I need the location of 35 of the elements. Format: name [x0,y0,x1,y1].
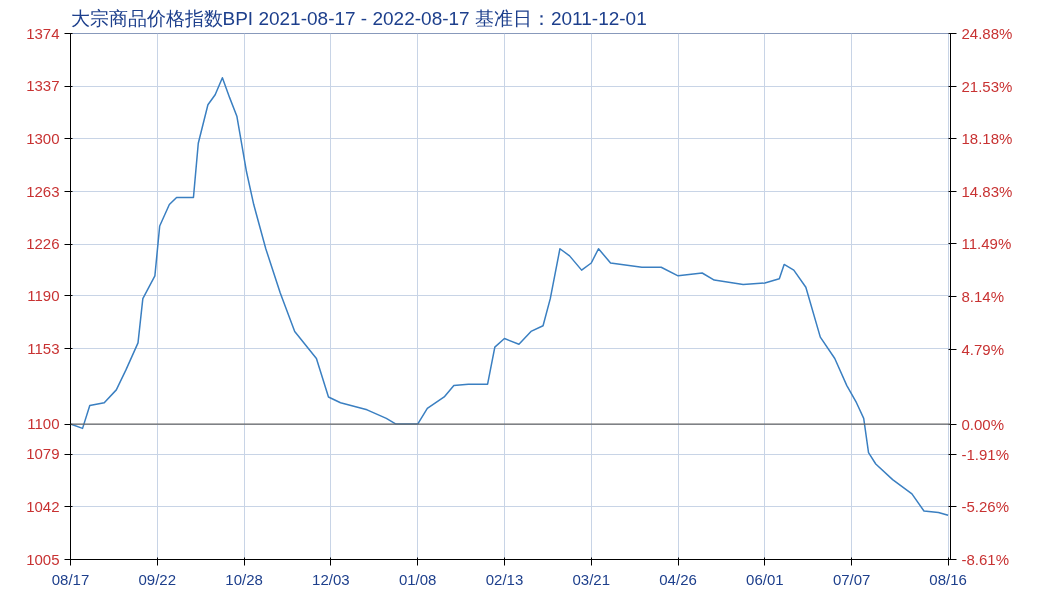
y2-tick-label: 11.49% [961,235,1012,253]
x-tick-label: 12/03 [312,570,350,588]
x-tick-label: 03/21 [572,570,611,588]
x-tick-label: 01/08 [398,570,437,588]
y-tick-label: 1226 [26,235,60,253]
y-tick-label: 1337 [26,77,60,95]
y-tick-label: 1263 [26,182,60,200]
y2-tick-label: -1.91% [961,445,1010,463]
chart-title: 大宗商品价格指数BPI 2021-08-17 - 2022-08-17 基准日：2011-12-01 [70,7,647,29]
y-tick-label: 1190 [27,286,60,304]
y-tick-label: 1005 [26,550,60,568]
y2-tick-label: -8.61% [961,551,1010,568]
y-tick-label: 1042 [26,497,60,515]
y-tick-label: 1100 [27,415,60,433]
x-tick-label: 09/22 [138,570,177,588]
x-tick-label: 06/01 [746,570,784,588]
x-tick-label: 10/28 [225,570,263,588]
y2-tick-label: 4.79% [961,340,1005,358]
y-tick-label: 1374 [26,24,60,42]
y2-tick-label: -5.26% [961,498,1010,516]
x-tick-label: 02/13 [485,570,524,588]
y2-tick-label: 0.00% [961,415,1005,433]
y2-tick-label: 21.53% [961,77,1013,95]
y-tick-label: 1079 [26,445,60,463]
x-tick-label: 07/07 [832,570,871,588]
x-tick-label: 08/17 [51,570,90,588]
y-tick-label: 1300 [26,129,60,147]
y2-tick-label: 24.88% [961,25,1013,42]
y-tick-label: 1153 [27,339,60,357]
x-tick-label: 08/16 [929,570,967,588]
line-series [70,76,949,517]
x-tick-label: 04/26 [659,570,697,588]
y2-tick-label: 14.83% [961,182,1013,200]
y2-tick-label: 8.14% [961,287,1005,305]
y2-tick-label: 18.18% [961,130,1013,148]
